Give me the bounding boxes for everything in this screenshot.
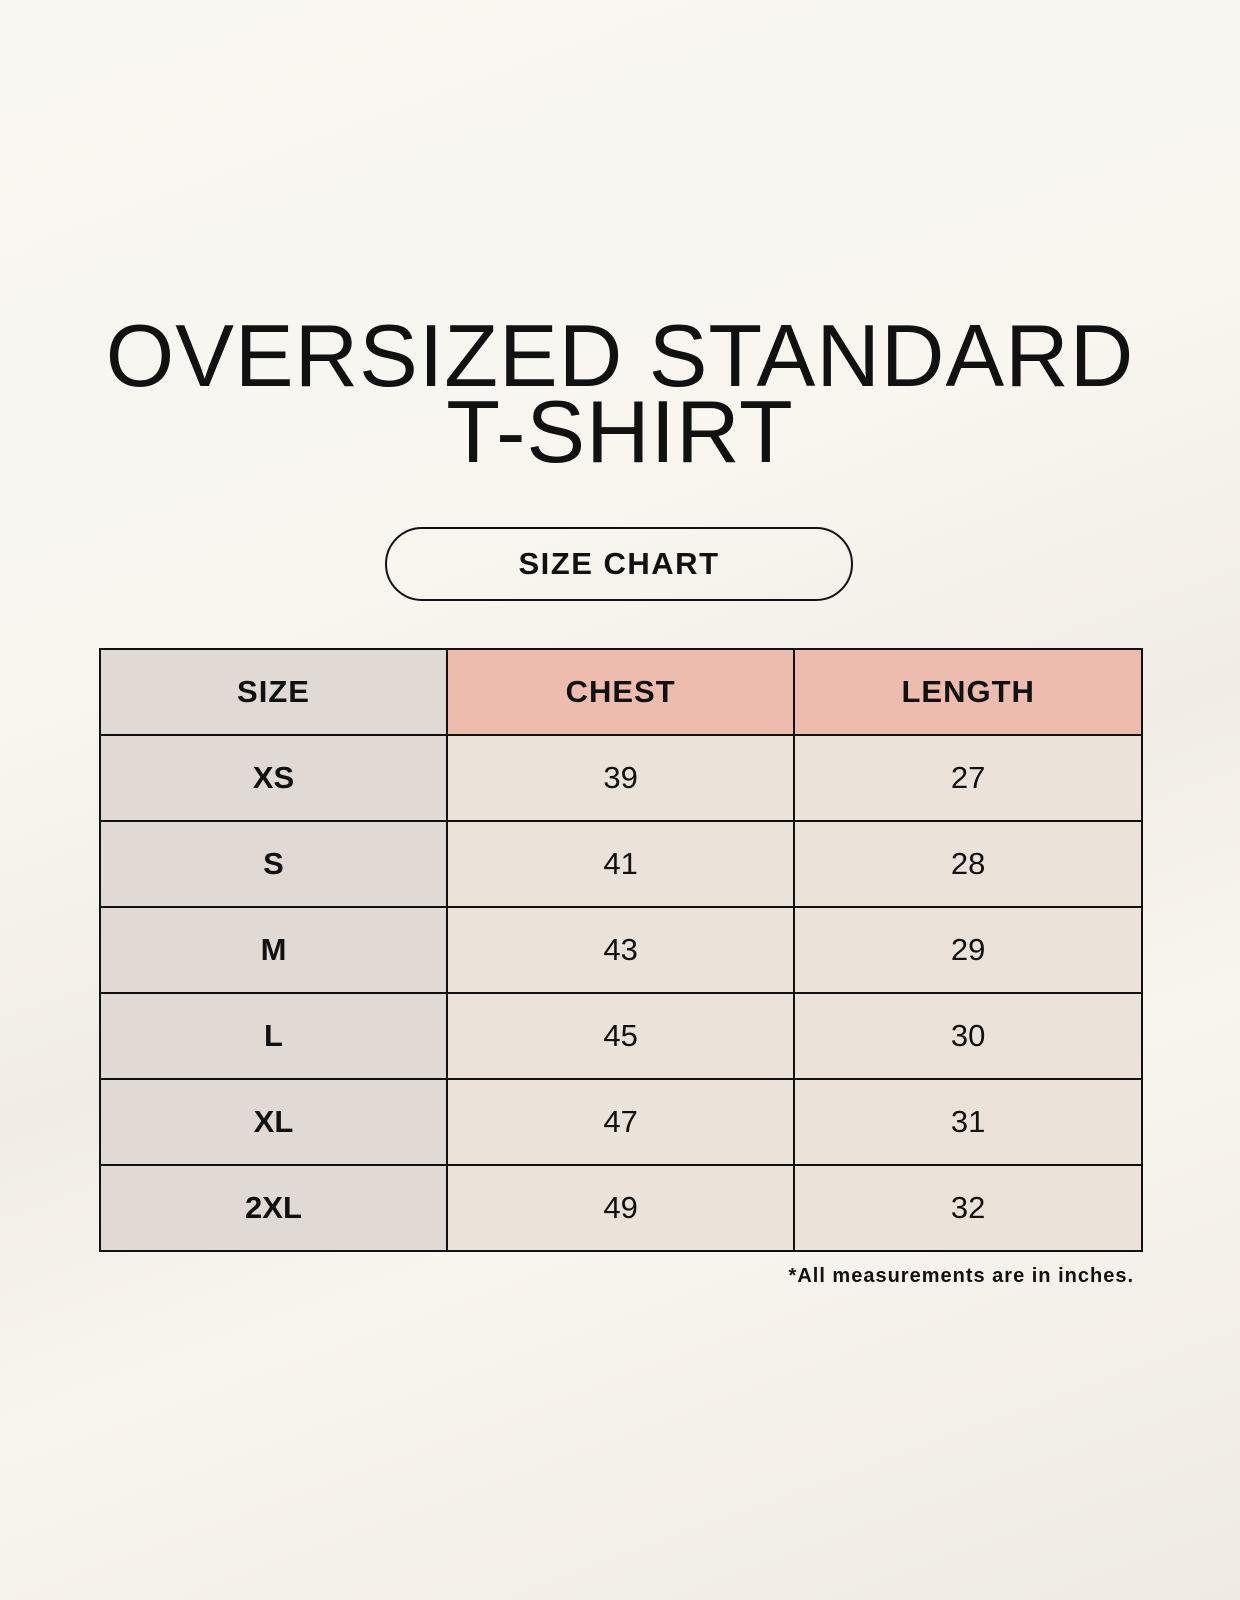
table-row: M 43 29 [99,906,1143,994]
cell-length: 29 [793,906,1143,994]
title-line-1: OVERSIZED STANDARD [105,306,1135,405]
cell-chest: 45 [445,992,796,1080]
cell-chest: 47 [445,1078,796,1166]
cell-chest: 43 [445,906,796,994]
cell-size: L [99,992,448,1080]
size-table: SIZE CHEST LENGTH XS 39 27 S 41 28 M 43 29 L 45 30 X… [99,648,1143,1252]
cell-length: 30 [793,992,1143,1080]
header-chest: CHEST [445,648,796,736]
cell-size: 2XL [99,1164,448,1252]
page-title: OVERSIZED STANDARD T-SHIRT [0,306,1240,481]
table-row: 2XL 49 32 [99,1164,1143,1252]
title-line-2: T-SHIRT [446,382,794,481]
cell-chest: 39 [445,734,796,822]
cell-chest: 49 [445,1164,796,1252]
cell-chest: 41 [445,820,796,908]
table-row: XL 47 31 [99,1078,1143,1166]
table-row: S 41 28 [99,820,1143,908]
cell-size: XL [99,1078,448,1166]
cell-length: 28 [793,820,1143,908]
footnote: *All measurements are in inches. [788,1265,1134,1287]
table-row: XS 39 27 [99,734,1143,822]
header-length: LENGTH [793,648,1143,736]
cell-size: M [99,906,448,994]
header-size: SIZE [99,648,448,736]
cell-length: 31 [793,1078,1143,1166]
table-header-row: SIZE CHEST LENGTH [99,648,1143,736]
table-row: L 45 30 [99,992,1143,1080]
cell-size: S [99,820,448,908]
cell-size: XS [99,734,448,822]
size-chart-label: SIZE CHART [385,527,853,601]
cell-length: 32 [793,1164,1143,1252]
cell-length: 27 [793,734,1143,822]
